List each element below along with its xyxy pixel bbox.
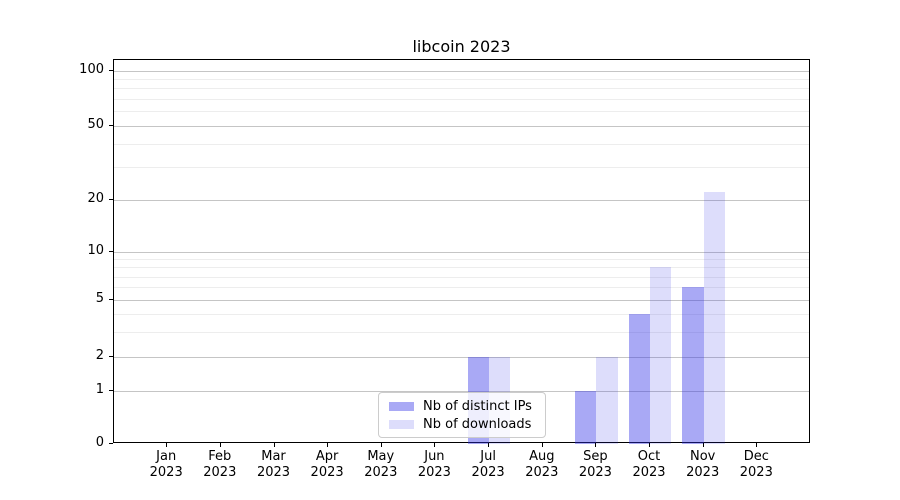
major-gridline-10 [114, 251, 809, 253]
bar-downloads-nov [703, 192, 726, 444]
major-gridline-50 [114, 125, 809, 127]
x-tick-label-sep: Sep 2023 [563, 449, 627, 481]
y-tick-label-20: 20 [87, 190, 104, 206]
x-tick-year: 2023 [739, 465, 773, 480]
minor-gridline-7 [114, 276, 809, 278]
x-tick-mark-mar [273, 443, 275, 447]
x-tick-mark-dec [756, 443, 758, 447]
x-tick-month: Apr [315, 449, 339, 464]
major-gridline-2 [114, 357, 809, 358]
x-tick-label-dec: Dec 2023 [724, 449, 788, 481]
y-tick-label-10: 10 [87, 242, 104, 258]
chart-title: libcoin 2023 [412, 37, 511, 56]
y-tick-label-0: 0 [95, 435, 104, 450]
x-tick-month: Feb [208, 449, 232, 464]
minor-gridline-80 [114, 88, 809, 90]
x-tick-year: 2023 [203, 465, 237, 480]
y-tick-mark-10 [109, 250, 113, 252]
x-tick-month: Mar [261, 449, 286, 464]
y-tick-label-50: 50 [87, 116, 104, 132]
x-tick-label-nov: Nov 2023 [671, 449, 735, 481]
minor-gridline-90 [114, 78, 809, 80]
x-tick-mark-oct [649, 443, 650, 447]
x-tick-month: Aug [529, 449, 555, 464]
y-tick-mark-1 [109, 389, 113, 391]
minor-gridline-40 [114, 143, 809, 145]
x-tick-label-mar: Mar 2023 [242, 449, 306, 481]
x-tick-month: Oct [637, 449, 661, 464]
x-tick-mark-jun [434, 443, 436, 447]
x-tick-year: 2023 [310, 465, 344, 480]
major-gridline-100 [114, 70, 809, 72]
plot-area [113, 59, 810, 444]
y-tick-mark-5 [109, 298, 113, 300]
legend-item-downloads: Nb of downloads [389, 417, 535, 432]
y-tick-mark-50 [109, 124, 113, 126]
bar-distinct-ips-nov [682, 287, 704, 444]
legend-label-distinct-ips: Nb of distinct IPs [423, 398, 532, 414]
minor-gridline-8 [114, 267, 809, 269]
x-tick-label-may: May 2023 [349, 449, 413, 481]
x-tick-year: 2023 [632, 465, 666, 480]
legend-swatch-downloads [389, 419, 414, 429]
x-tick-mark-aug [541, 443, 543, 447]
x-tick-label-jun: Jun 2023 [402, 449, 466, 481]
x-tick-month: Jul [480, 449, 496, 464]
x-tick-label-oct: Oct 2023 [617, 449, 681, 481]
y-tick-label-100: 100 [79, 61, 104, 77]
major-gridline-20 [114, 199, 809, 201]
x-tick-mark-may [380, 443, 382, 447]
x-tick-label-feb: Feb 2023 [188, 449, 252, 481]
x-tick-mark-nov [702, 443, 704, 447]
x-tick-year: 2023 [686, 465, 720, 480]
x-tick-year: 2023 [256, 465, 291, 480]
y-tick-mark-20 [109, 198, 113, 200]
minor-gridline-6 [114, 287, 809, 289]
minor-gridline-70 [114, 98, 809, 100]
x-tick-year: 2023 [149, 465, 183, 480]
y-tick-label-5: 5 [95, 290, 104, 306]
bar-distinct-ips-sep [575, 390, 597, 444]
x-tick-year: 2023 [471, 465, 505, 480]
x-tick-year: 2023 [578, 465, 612, 480]
x-tick-label-jul: Jul 2023 [456, 449, 520, 481]
y-tick-label-1: 1 [95, 381, 104, 397]
major-gridline-1 [114, 390, 809, 392]
x-tick-mark-jul [488, 443, 490, 447]
major-gridline-5 [114, 299, 809, 301]
y-tick-label-2: 2 [95, 348, 104, 363]
x-tick-mark-sep [595, 443, 597, 447]
minor-gridline-30 [114, 167, 809, 168]
x-tick-mark-apr [327, 443, 329, 447]
minor-gridline-4 [114, 313, 809, 315]
x-tick-month: Dec [743, 449, 769, 464]
x-tick-year: 2023 [364, 465, 398, 480]
minor-gridline-9 [114, 259, 809, 260]
x-tick-mark-jan [166, 443, 168, 447]
bar-distinct-ips-oct [628, 313, 650, 444]
y-tick-mark-100 [109, 69, 113, 71]
x-tick-year: 2023 [417, 465, 451, 480]
x-tick-month: Sep [583, 449, 608, 464]
bar-downloads-oct [650, 267, 672, 444]
x-tick-month: Nov [690, 449, 716, 464]
x-tick-month: Jun [424, 449, 445, 464]
minor-gridline-3 [114, 331, 809, 333]
x-tick-label-apr: Apr 2023 [295, 449, 359, 481]
x-tick-label-jan: Jan 2023 [134, 449, 198, 481]
x-tick-month: Jan [156, 449, 177, 464]
legend: Nb of distinct IPs Nb of downloads [378, 392, 546, 438]
y-tick-mark-0 [109, 443, 113, 444]
legend-swatch-distinct-ips [389, 401, 414, 411]
x-tick-year: 2023 [525, 465, 559, 480]
legend-item-distinct-ips: Nb of distinct IPs [389, 399, 535, 414]
legend-label-downloads: Nb of downloads [423, 416, 532, 432]
x-tick-month: May [367, 449, 395, 464]
x-tick-label-aug: Aug 2023 [510, 449, 574, 481]
y-tick-mark-2 [109, 356, 113, 357]
bar-downloads-sep [596, 357, 618, 444]
x-tick-mark-feb [219, 443, 221, 447]
minor-gridline-60 [114, 111, 809, 113]
